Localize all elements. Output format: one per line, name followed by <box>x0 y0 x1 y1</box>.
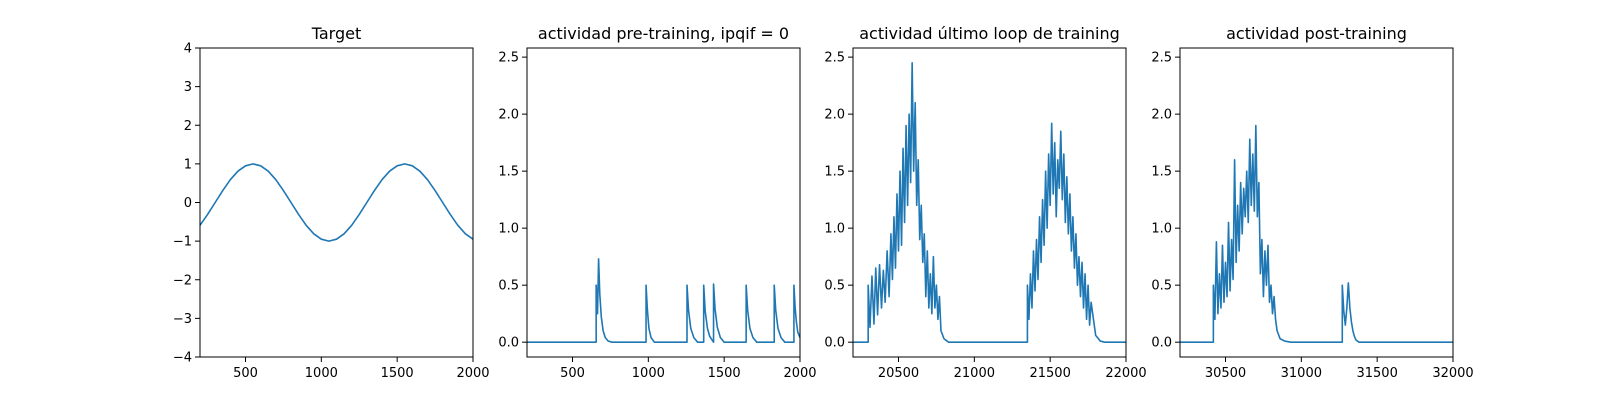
subplot-1: Target 500 1000 1500 2000 −4 −3 −2 −1 0 1 2 3 4 <box>173 24 490 381</box>
x-tick-label: 22000 <box>1105 366 1146 381</box>
axes-frame <box>852 47 1127 358</box>
y-tick-label: 2.0 <box>498 108 519 123</box>
y-tick-label: 2 <box>184 119 192 134</box>
x-tick-label: 30500 <box>1205 366 1246 381</box>
y-tick-label: −3 <box>173 312 192 327</box>
y-tick-label: 0.0 <box>824 336 845 351</box>
axes-frame <box>199 47 474 358</box>
x-tick-label: 1500 <box>381 366 414 381</box>
x-tick-label: 20500 <box>878 366 919 381</box>
series-line <box>527 258 801 343</box>
subplot-title: actividad último loop de training <box>859 24 1120 43</box>
subplot-title: Target <box>311 24 362 43</box>
x-tick-label: 1000 <box>632 366 665 381</box>
y-tick-label: 0.0 <box>1151 336 1172 351</box>
x-tick-label: 21500 <box>1029 366 1070 381</box>
x-tick-label: 32000 <box>1432 366 1473 381</box>
x-tick-label: 31500 <box>1356 366 1397 381</box>
x-tick-label: 500 <box>233 366 258 381</box>
y-tick-label: 0.5 <box>824 279 845 294</box>
y-tick-label: 2.0 <box>1151 108 1172 123</box>
y-tick-label: −4 <box>173 351 192 366</box>
x-tick-label: 1000 <box>305 366 338 381</box>
subplot-2: actividad pre-training, ipqif = 0 500 1000… <box>498 24 816 381</box>
axes-frame <box>1179 47 1454 358</box>
subplot-3: actividad último loop de training 20500 21… <box>824 24 1146 381</box>
y-tick-label: 2.5 <box>824 51 845 66</box>
series-line <box>1180 124 1453 343</box>
x-tick-label: 1500 <box>708 366 741 381</box>
y-tick-label: 1.0 <box>498 222 519 237</box>
y-tick-label: 1.5 <box>498 165 519 180</box>
x-tick-label: 31000 <box>1281 366 1322 381</box>
y-tick-label: 4 <box>184 42 192 57</box>
y-tick-label: 2.5 <box>1151 51 1172 66</box>
y-tick-label: 0.5 <box>498 279 519 294</box>
y-tick-label: 0.0 <box>498 336 519 351</box>
y-tick-label: −2 <box>173 273 192 288</box>
y-tick-label: 2.5 <box>498 51 519 66</box>
series-line <box>199 163 474 242</box>
y-tick-label: 1.5 <box>824 165 845 180</box>
y-tick-label: 0 <box>184 196 192 211</box>
series-line <box>853 62 1126 343</box>
subplot-4: actividad post-training 30500 31000 31500 32… <box>1151 24 1473 381</box>
x-tick-label: 2000 <box>456 366 489 381</box>
subplot-title: actividad post-training <box>1226 24 1407 43</box>
y-tick-label: 1.5 <box>1151 165 1172 180</box>
x-tick-label: 500 <box>560 366 585 381</box>
y-tick-label: 1.0 <box>1151 222 1172 237</box>
y-tick-label: 1.0 <box>824 222 845 237</box>
axes-frame <box>526 47 801 358</box>
y-tick-label: 1 <box>184 157 192 172</box>
subplot-title: actividad pre-training, ipqif = 0 <box>538 24 789 43</box>
y-tick-label: 3 <box>184 80 192 95</box>
y-tick-label: 2.0 <box>824 108 845 123</box>
y-tick-label: 0.5 <box>1151 279 1172 294</box>
y-tick-label: −1 <box>173 235 192 250</box>
x-tick-label: 2000 <box>783 366 816 381</box>
x-tick-label: 21000 <box>954 366 995 381</box>
